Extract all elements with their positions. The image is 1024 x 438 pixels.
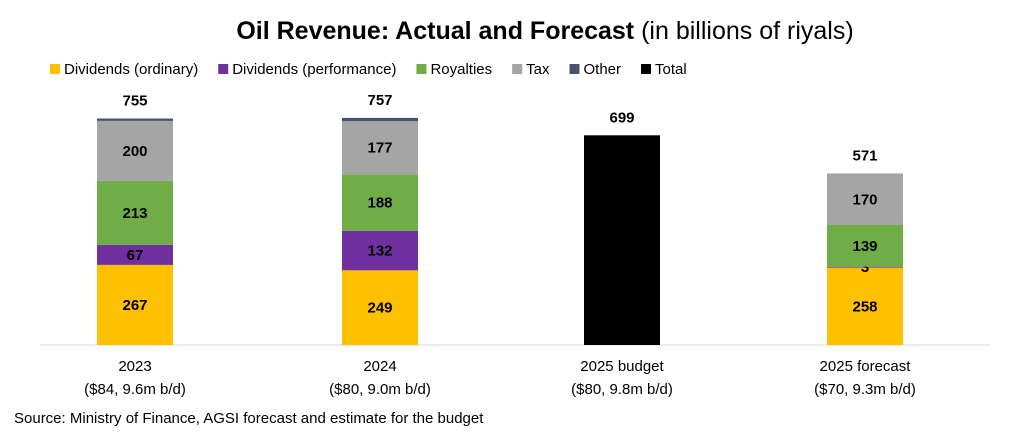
bar-segment: [97, 118, 173, 121]
bar-segment: [342, 174, 418, 231]
source: Source: Ministry of Finance, AGSI foreca…: [14, 410, 484, 427]
bar-segment: [97, 264, 173, 345]
bar-segment: [342, 117, 418, 122]
bar-segment: [584, 135, 660, 345]
data-label: 200: [122, 143, 147, 160]
chart-title-line: Oil Revenue: Actual and Forecast (in bil…: [236, 17, 853, 45]
x-tick-note: ($80, 9.0m b/d): [329, 381, 431, 398]
x-tick-note: ($70, 9.3m b/d): [814, 381, 916, 398]
data-label: 267: [122, 297, 147, 314]
x-tick-label: 2024: [363, 358, 396, 375]
total-label: 757: [367, 92, 392, 109]
bar-segment: [342, 270, 418, 345]
total-label: 755: [122, 92, 147, 109]
x-tick-label: 2025 forecast: [820, 358, 912, 375]
bar-segment: [342, 230, 418, 271]
x-tick-note: ($84, 9.6m b/d): [84, 381, 186, 398]
legend-swatch: [512, 64, 523, 74]
data-label: 67: [127, 247, 144, 264]
legend-swatch: [641, 64, 652, 74]
legend-swatch: [50, 64, 60, 74]
bar-segment: [97, 244, 173, 265]
chart-subtitle: (in billions of riyals): [641, 17, 854, 45]
legend-label: Other: [584, 61, 622, 78]
x-tick-label: 2025 budget: [580, 358, 664, 375]
bar-segment: [97, 120, 173, 181]
total-label: 571: [852, 148, 877, 165]
x-tick-label: 2023: [118, 358, 151, 375]
data-label: 258: [852, 298, 877, 315]
total-label: 699: [609, 109, 634, 126]
data-label: 3: [861, 259, 869, 276]
legend-label: Total: [655, 61, 687, 78]
bar-segment: [342, 121, 418, 175]
legend-swatch: [569, 64, 580, 74]
data-label: 188: [367, 194, 392, 211]
data-label: 213: [122, 205, 147, 222]
legend-swatch: [218, 64, 229, 74]
bar-segment: [827, 225, 903, 267]
data-label: 177: [367, 140, 392, 157]
bar-segment: [827, 266, 903, 268]
data-label: 139: [852, 238, 877, 255]
bar-segment: [827, 174, 903, 225]
legend-label: Dividends (ordinary): [64, 61, 198, 78]
data-label: 132: [367, 242, 392, 259]
legend-label: Dividends (performance): [232, 61, 396, 78]
bar-segment: [97, 180, 173, 245]
legend-swatch: [416, 64, 427, 74]
x-tick-note: ($80, 9.8m b/d): [571, 381, 673, 398]
chart-title: Oil Revenue: Actual and Forecast: [236, 17, 634, 45]
data-label: 249: [367, 300, 392, 317]
legend-label: Royalties: [430, 61, 492, 78]
bar-segment: [827, 267, 903, 345]
legend-label: Tax: [526, 61, 550, 78]
data-label: 170: [852, 191, 877, 208]
